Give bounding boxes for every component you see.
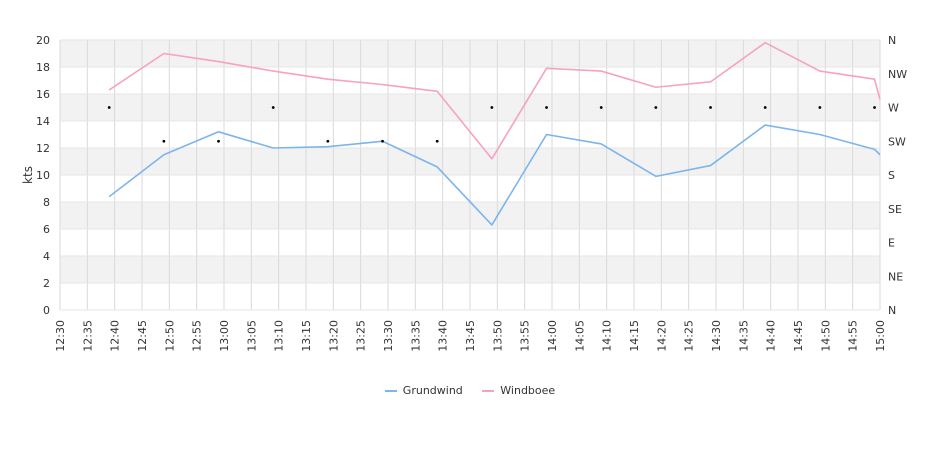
x-tick-label: 13:30 — [382, 320, 395, 352]
x-tick-label: 14:00 — [546, 320, 559, 352]
direction-marker — [654, 106, 658, 109]
y-tick-label: 10 — [36, 169, 50, 182]
x-tick-label: 14:55 — [847, 320, 860, 352]
direction-marker — [873, 106, 876, 109]
x-tick-label: 14:50 — [819, 320, 832, 352]
x-tick-label: 12:50 — [163, 320, 176, 352]
x-tick-label: 13:45 — [464, 320, 477, 352]
x-tick-label: 14:05 — [573, 320, 586, 352]
y-tick-label: 6 — [43, 223, 50, 236]
direction-marker — [818, 106, 822, 109]
legend-item-windboee[interactable]: Windboee — [482, 384, 555, 397]
legend-item-grundwind[interactable]: Grundwind — [384, 384, 463, 397]
x-tick-label: 12:55 — [191, 320, 204, 352]
direction-tick-label: SW — [888, 135, 906, 148]
direction-marker — [162, 139, 166, 143]
direction-tick-label: S — [888, 169, 895, 182]
x-tick-label: 13:20 — [327, 320, 340, 352]
y-tick-label: 18 — [36, 61, 50, 74]
direction-marker — [381, 139, 384, 143]
y-tick-label: 2 — [43, 277, 50, 290]
legend-swatch-windboee — [482, 390, 495, 392]
y-tick-label: 14 — [36, 115, 50, 128]
legend-label-grundwind: Grundwind — [402, 384, 463, 397]
series-line-windboee — [108, 41, 881, 160]
y-axis-ticks: 0 2 4 6 8 10 12 14 16 18 20 — [36, 34, 50, 317]
direction-marker — [271, 106, 275, 109]
x-tick-label: 12:40 — [109, 320, 122, 352]
x-tick-label: 14:40 — [765, 320, 778, 352]
direction-marker — [107, 106, 111, 109]
series-lines — [108, 41, 881, 226]
legend-swatch-grundwind — [384, 390, 397, 392]
x-axis-ticks: 12:30 12:35 12:40 12:45 12:50 12:55 13:00 13:05… — [54, 320, 887, 352]
x-tick-label: 13:55 — [519, 320, 532, 352]
y-axis-label: kts — [21, 166, 35, 184]
x-tick-label: 13:40 — [437, 320, 450, 352]
direction-marker — [599, 106, 603, 109]
direction-tick-label: N — [888, 304, 896, 317]
direction-marker — [709, 106, 712, 109]
direction-axis-ticks: N NE E SE S SW W NW N — [888, 34, 907, 317]
direction-markers — [107, 106, 876, 143]
direction-marker — [763, 106, 767, 109]
direction-marker — [490, 106, 494, 109]
direction-tick-label: W — [888, 102, 899, 115]
x-tick-label: 12:45 — [136, 320, 149, 352]
x-tick-label: 13:50 — [491, 320, 504, 352]
x-tick-label: 13:15 — [300, 320, 313, 352]
direction-tick-label: SE — [888, 203, 902, 216]
y-tick-label: 4 — [43, 250, 50, 263]
x-tick-label: 14:35 — [737, 320, 750, 352]
direction-tick-label: NE — [888, 270, 903, 283]
direction-marker — [217, 139, 220, 143]
x-tick-label: 13:05 — [245, 320, 258, 352]
y-tick-label: 20 — [36, 34, 50, 47]
direction-marker — [545, 106, 548, 109]
direction-tick-label: NW — [888, 68, 907, 81]
x-tick-label: 12:30 — [54, 320, 67, 352]
y-tick-label: 0 — [43, 304, 50, 317]
direction-tick-label: E — [888, 237, 895, 250]
x-tick-label: 13:35 — [409, 320, 422, 352]
x-tick-label: 13:00 — [218, 320, 231, 352]
x-tick-label: 12:35 — [81, 320, 94, 352]
legend: Grundwind Windboee — [0, 384, 940, 397]
legend-label-windboee: Windboee — [500, 384, 556, 397]
x-tick-label: 14:45 — [792, 320, 805, 352]
horizontal-gridlines — [60, 39, 880, 311]
x-tick-label: 13:25 — [355, 320, 368, 352]
y-tick-label: 16 — [36, 88, 50, 101]
x-tick-label: 15:00 — [874, 320, 887, 352]
direction-marker — [326, 139, 330, 143]
x-tick-label: 14:10 — [601, 320, 614, 352]
direction-tick-label: N — [888, 34, 896, 47]
x-tick-label: 14:15 — [628, 320, 641, 352]
x-tick-label: 14:20 — [655, 320, 668, 352]
x-tick-label: 14:25 — [683, 320, 696, 352]
x-tick-label: 13:10 — [273, 320, 286, 352]
x-tick-label: 14:30 — [710, 320, 723, 352]
direction-marker — [435, 139, 439, 143]
series-line-grundwind — [108, 124, 881, 226]
y-tick-label: 12 — [36, 142, 50, 155]
y-tick-label: 8 — [43, 196, 50, 209]
